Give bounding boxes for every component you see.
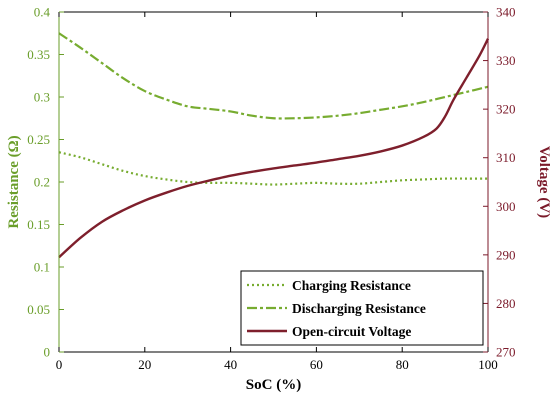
axes: 0 20 40 60 80 100 0 0.05 0.1 0.15 0.2 0.25 0.3 0.35 0.… bbox=[27, 5, 515, 373]
y-axis-title-right: Voltage (V) bbox=[536, 146, 550, 218]
y-tick-label-left: 0.15 bbox=[27, 217, 50, 232]
legend: Charging Resistance Discharging Resistanc… bbox=[240, 270, 484, 346]
y-tick-label-left: 0.25 bbox=[27, 132, 50, 147]
legend-label: Charging Resistance bbox=[292, 278, 411, 293]
y-tick-label-left: 0.3 bbox=[34, 90, 50, 105]
y-tick-label-right: 290 bbox=[496, 247, 516, 262]
x-tick-label: 20 bbox=[138, 357, 151, 372]
y-tick-label-left: 0.35 bbox=[27, 47, 50, 62]
y-tick-label-left: 0.1 bbox=[34, 260, 50, 275]
y-tick-label-right: 280 bbox=[496, 296, 516, 311]
y-tick-label-right: 330 bbox=[496, 53, 516, 68]
series-line-3 bbox=[58, 38, 490, 259]
plot-area bbox=[58, 32, 490, 259]
legend-label: Open-circuit Voltage bbox=[292, 324, 411, 339]
x-axis-title: SoC (%) bbox=[246, 377, 301, 393]
legend-label: Discharging Resistance bbox=[292, 301, 426, 316]
y-tick-label-right: 270 bbox=[496, 345, 516, 360]
x-tick-label: 80 bbox=[396, 357, 409, 372]
y-axis-title-left: Resistance (Ω) bbox=[6, 135, 22, 228]
y-tick-label-right: 310 bbox=[496, 150, 516, 165]
y-tick-label-left: 0.4 bbox=[34, 5, 51, 20]
x-tick-label: 60 bbox=[310, 357, 323, 372]
y-tick-label-right: 320 bbox=[496, 102, 516, 117]
x-tick-label: 40 bbox=[224, 357, 237, 372]
x-tick-label: 100 bbox=[478, 357, 498, 372]
x-tick-label: 0 bbox=[56, 357, 63, 372]
y-tick-label-left: 0 bbox=[44, 345, 51, 360]
y-tick-label-left: 0.05 bbox=[27, 302, 50, 317]
y-tick-label-right: 340 bbox=[496, 5, 516, 20]
y-tick-label-right: 300 bbox=[496, 199, 516, 214]
series-line-2 bbox=[58, 32, 489, 120]
y-tick-label-left: 0.2 bbox=[34, 175, 50, 190]
